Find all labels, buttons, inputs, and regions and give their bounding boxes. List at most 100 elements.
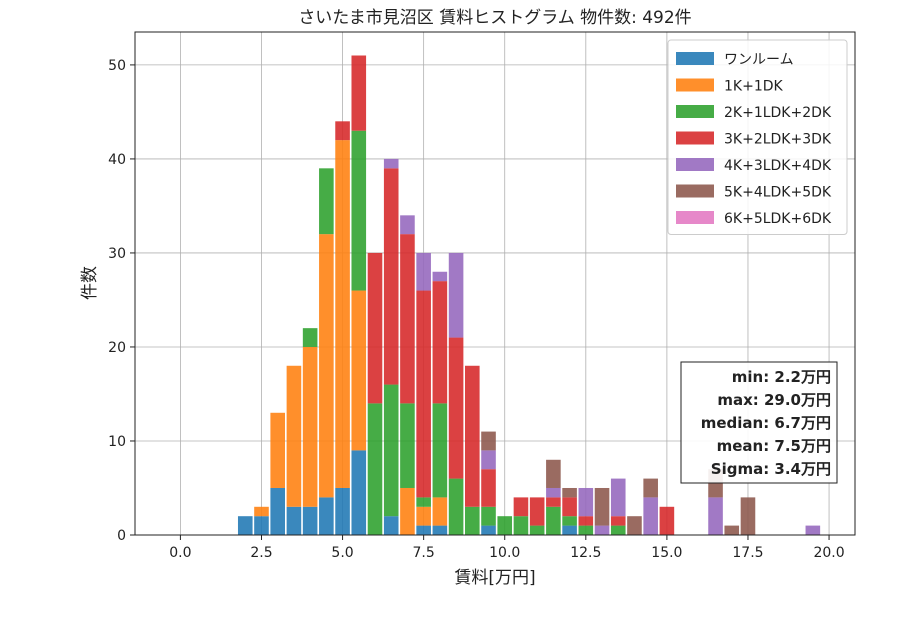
bar xyxy=(383,516,399,535)
x-axis: 0.0 2.5 5.0 7.5 10.0 12.5 15.0 17.5 20.0 xyxy=(169,535,845,561)
bar xyxy=(302,328,318,347)
bar xyxy=(546,497,561,507)
bar xyxy=(400,234,415,404)
bar xyxy=(448,478,464,535)
bar xyxy=(416,497,431,507)
stats-line: max: 29.0万円 xyxy=(717,391,831,409)
bar xyxy=(546,506,561,535)
bar xyxy=(367,403,383,535)
stats-line: Sigma: 3.4万円 xyxy=(711,460,831,478)
bar xyxy=(724,525,740,535)
bar xyxy=(481,450,496,470)
bar xyxy=(643,497,658,535)
x-tick-label: 5.0 xyxy=(331,545,353,561)
bar xyxy=(335,121,350,141)
bar xyxy=(578,525,594,535)
bar xyxy=(254,516,269,535)
y-tick-label: 0 xyxy=(117,528,126,544)
bar xyxy=(708,497,723,535)
x-tick-label: 7.5 xyxy=(413,545,435,561)
bar xyxy=(578,487,594,517)
x-tick-label: 10.0 xyxy=(489,545,520,561)
stats-line: median: 6.7万円 xyxy=(701,414,831,432)
bar xyxy=(432,525,448,535)
stats-box: min: 2.2万円 max: 29.0万円 median: 6.7万円 mean: … xyxy=(680,361,838,484)
bar xyxy=(383,168,399,385)
bar xyxy=(610,478,626,517)
y-axis-label: 件数 xyxy=(80,266,100,300)
legend-label: 6K+5LDK+6DK xyxy=(724,211,832,227)
bar xyxy=(383,384,399,517)
bar xyxy=(237,516,253,535)
bar xyxy=(627,516,642,535)
bar xyxy=(351,55,367,131)
bar xyxy=(286,506,302,535)
bar xyxy=(562,525,577,535)
y-tick-label: 20 xyxy=(108,340,126,356)
bar xyxy=(270,487,285,535)
bar xyxy=(465,506,480,535)
bar xyxy=(286,365,302,507)
legend-label: 4K+3LDK+4DK xyxy=(724,158,832,174)
stats-line: mean: 7.5万円 xyxy=(717,437,831,455)
bar xyxy=(481,506,496,526)
bar xyxy=(513,516,529,535)
bar xyxy=(302,346,318,507)
bar xyxy=(529,525,545,535)
bar xyxy=(805,525,821,535)
bar xyxy=(335,487,350,535)
bar xyxy=(335,140,350,488)
legend-label: ワンルーム xyxy=(724,52,794,68)
bar xyxy=(643,478,658,498)
bar xyxy=(319,234,334,498)
bar xyxy=(610,525,626,535)
bar xyxy=(319,497,334,535)
stats-line: min: 2.2万円 xyxy=(732,368,831,386)
bar xyxy=(448,252,464,338)
y-tick-label: 50 xyxy=(108,58,126,74)
bar xyxy=(319,168,334,235)
bar xyxy=(497,516,513,535)
x-tick-label: 2.5 xyxy=(250,545,272,561)
x-tick-label: 0.0 xyxy=(169,545,191,561)
bar xyxy=(432,497,448,526)
bar xyxy=(740,497,756,535)
bar xyxy=(546,459,561,488)
bar xyxy=(546,487,561,498)
bar xyxy=(351,290,367,451)
bar xyxy=(416,506,431,526)
bar xyxy=(659,506,675,535)
bar xyxy=(481,469,496,507)
legend-swatch xyxy=(676,78,714,92)
bar xyxy=(594,487,610,526)
bar xyxy=(578,516,594,526)
legend-label: 3K+2LDK+3DK xyxy=(724,132,832,148)
bar xyxy=(465,365,480,507)
x-tick-label: 17.5 xyxy=(732,545,763,561)
bar xyxy=(529,497,545,526)
bar xyxy=(432,403,448,498)
bar xyxy=(383,158,399,169)
x-axis-label: 賃料[万円] xyxy=(454,568,535,588)
legend-swatch xyxy=(676,184,714,198)
bar xyxy=(448,337,464,479)
bar xyxy=(416,290,431,498)
legend-label: 2K+1LDK+2DK xyxy=(724,105,832,121)
plot-frame xyxy=(134,31,856,536)
bar xyxy=(481,431,496,451)
bar xyxy=(302,506,318,535)
bar xyxy=(562,516,577,526)
x-tick-label: 12.5 xyxy=(570,545,601,561)
bar xyxy=(562,487,577,498)
bar xyxy=(400,215,415,235)
bar xyxy=(351,450,367,535)
legend: ワンルーム 1K+1DK 2K+1LDK+2DK 3K+2LDK+3DK 4K+3LDK… xyxy=(667,39,848,235)
bar xyxy=(562,497,577,517)
stats-box-frame xyxy=(680,361,838,484)
bar xyxy=(367,252,383,404)
legend-label: 1K+1DK xyxy=(724,79,784,95)
bar xyxy=(416,525,431,535)
bar xyxy=(416,252,431,291)
legend-swatch xyxy=(676,158,714,171)
